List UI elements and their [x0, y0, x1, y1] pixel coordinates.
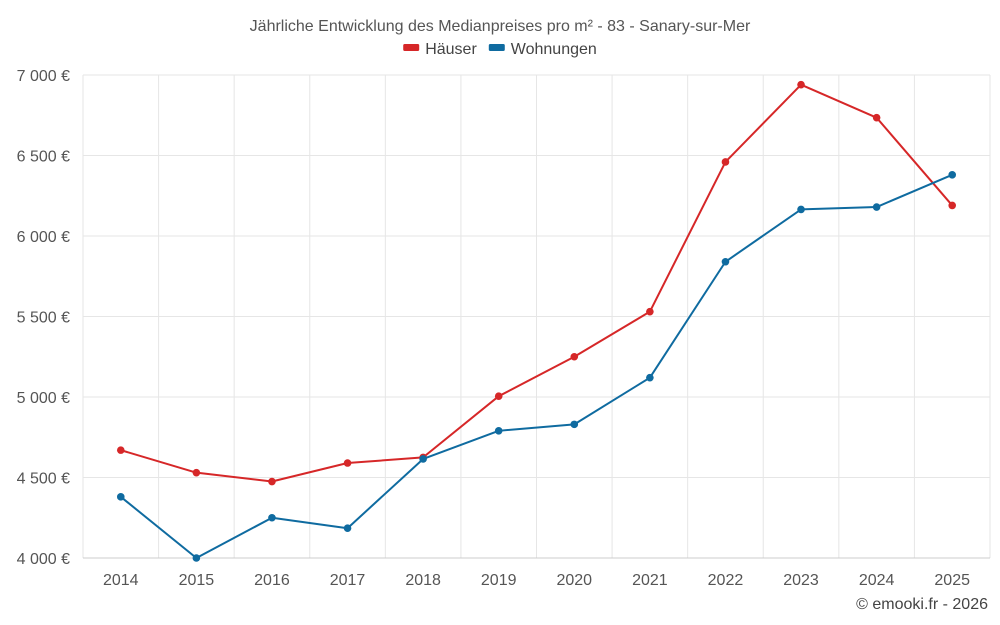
- data-point-haeuser[interactable]: [948, 201, 957, 210]
- data-point-haeuser[interactable]: [192, 468, 201, 477]
- y-tick-label: 7 000 €: [17, 68, 70, 85]
- data-point-haeuser[interactable]: [570, 352, 579, 361]
- x-tick-label: 2017: [330, 572, 366, 589]
- data-point-wohnungen[interactable]: [343, 524, 352, 533]
- chart-title: Jährliche Entwicklung des Medianpreises …: [250, 18, 751, 35]
- y-tick-label: 5 000 €: [17, 390, 70, 407]
- series-group: [116, 80, 957, 562]
- data-point-wohnungen[interactable]: [570, 420, 579, 429]
- data-point-haeuser[interactable]: [797, 80, 805, 89]
- data-point-wohnungen[interactable]: [192, 554, 201, 562]
- data-point-wohnungen[interactable]: [721, 257, 730, 266]
- legend: Häuser Wohnungen: [403, 41, 597, 58]
- data-point-haeuser[interactable]: [721, 158, 730, 166]
- data-point-wohnungen[interactable]: [268, 513, 276, 522]
- x-tick-label: 2014: [103, 572, 139, 589]
- x-tick-label: 2015: [179, 572, 215, 589]
- data-point-haeuser[interactable]: [494, 392, 503, 400]
- data-point-haeuser[interactable]: [343, 459, 352, 467]
- data-point-wohnungen[interactable]: [797, 205, 805, 214]
- legend-swatch-haeuser: [403, 44, 420, 51]
- y-tick-label: 6 500 €: [17, 149, 70, 166]
- data-point-wohnungen[interactable]: [948, 171, 957, 179]
- data-point-wohnungen[interactable]: [419, 455, 427, 463]
- data-point-haeuser[interactable]: [872, 113, 881, 122]
- y-tick-label: 5 500 €: [17, 310, 70, 327]
- grid: [82, 74, 991, 559]
- x-tick-label: 2018: [405, 572, 441, 589]
- x-tick-label: 2024: [859, 572, 895, 589]
- x-axis: 2014 2015 2016 2017 2018 2019 2020 2021 2022 2023…: [83, 557, 990, 589]
- x-tick-label: 2023: [783, 572, 819, 589]
- legend-label-haeuser[interactable]: Häuser: [425, 41, 477, 58]
- y-axis: 4 000 € 4 500 € 5 000 € 5 500 € 6 000 € 6 500…: [17, 68, 70, 568]
- data-point-wohnungen[interactable]: [116, 493, 125, 501]
- x-tick-label: 2016: [254, 572, 290, 589]
- x-tick-label: 2025: [934, 572, 970, 589]
- series-line-wohnungen: [120, 173, 953, 559]
- x-tick-label: 2022: [708, 572, 744, 589]
- data-point-wohnungen[interactable]: [494, 427, 503, 435]
- series-line-haeuser: [120, 83, 953, 483]
- legend-swatch-wohnungen: [488, 44, 505, 51]
- x-tick-label: 2021: [632, 572, 668, 589]
- legend-label-wohnungen[interactable]: Wohnungen: [511, 41, 597, 58]
- data-point-wohnungen[interactable]: [872, 203, 881, 211]
- y-tick-label: 6 000 €: [17, 229, 70, 246]
- x-tick-label: 2019: [481, 572, 517, 589]
- data-point-haeuser[interactable]: [646, 307, 654, 316]
- credit-text: © emooki.fr - 2026: [856, 596, 988, 613]
- y-tick-label: 4 000 €: [17, 551, 70, 568]
- data-point-haeuser[interactable]: [268, 477, 276, 486]
- data-point-wohnungen[interactable]: [646, 373, 654, 382]
- data-point-haeuser[interactable]: [116, 446, 125, 454]
- x-tick-label: 2020: [556, 572, 592, 589]
- y-tick-label: 4 500 €: [17, 471, 70, 488]
